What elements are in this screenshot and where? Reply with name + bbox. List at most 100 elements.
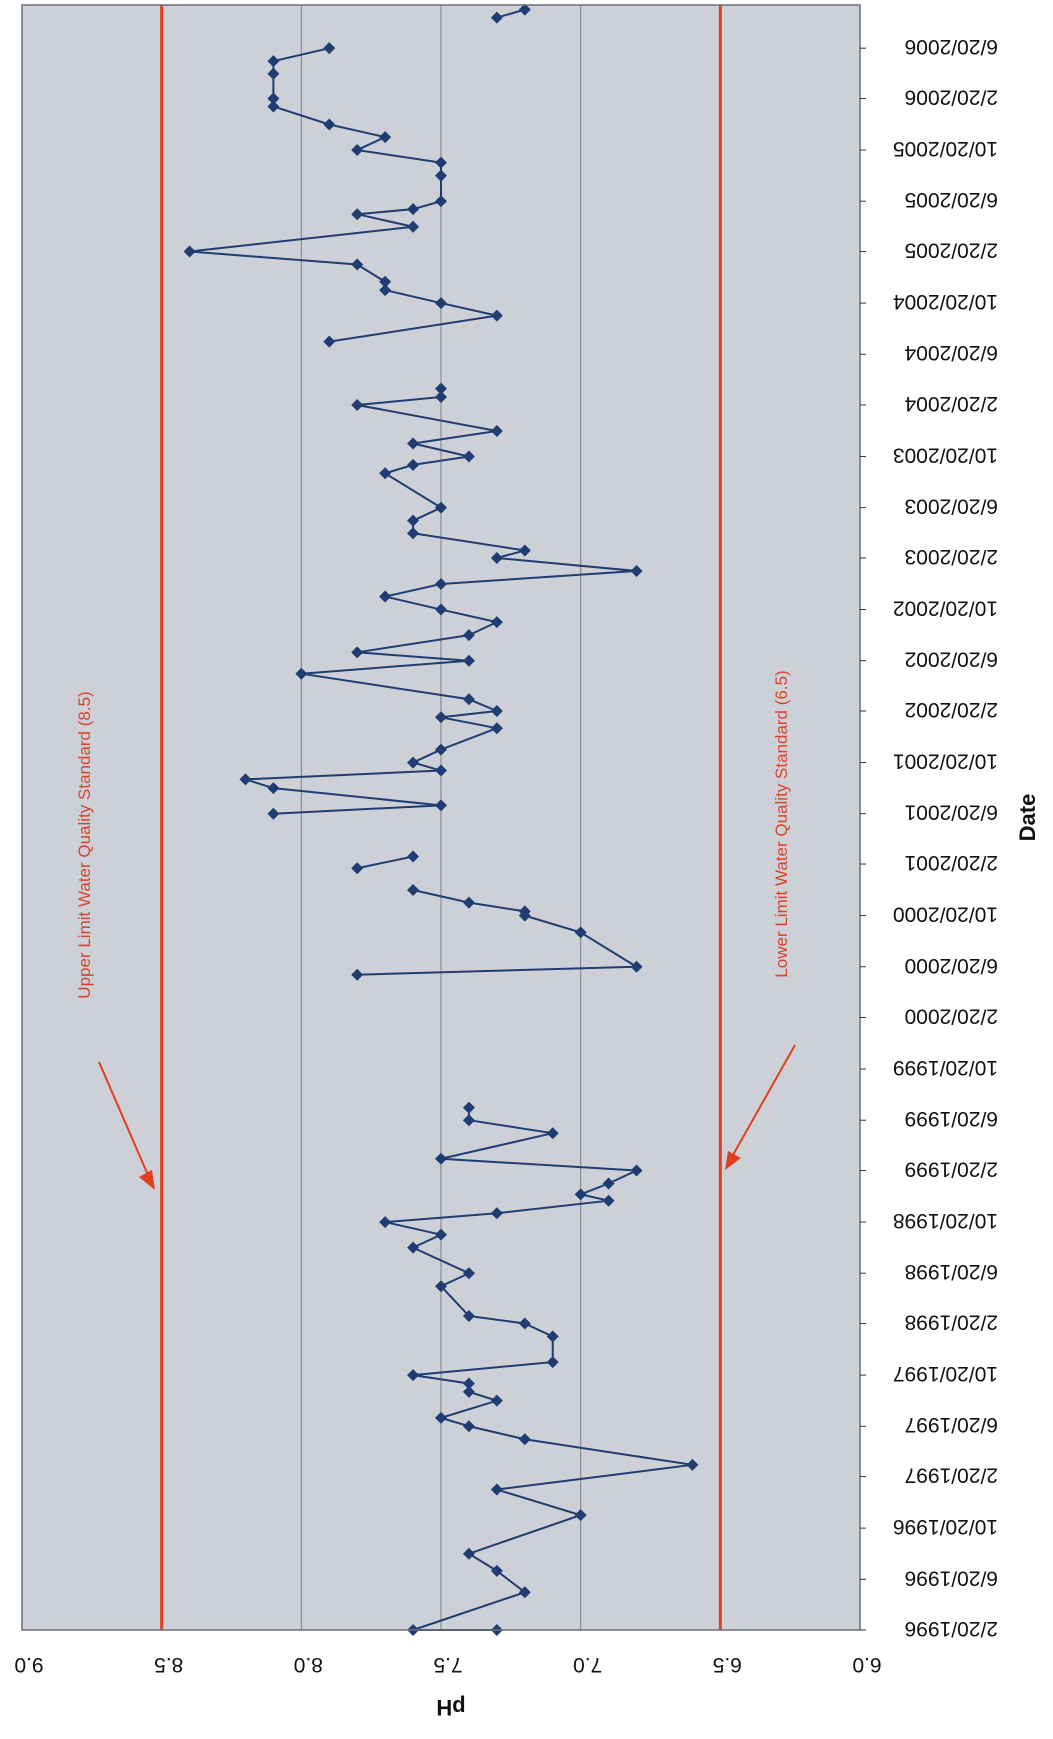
upper-limit-arrow (98, 1061, 149, 1176)
data-point (490, 1483, 503, 1496)
ph-tick-labels: 6.0 6.5 7.0 7.5 8.0 8.5 9.0 (14, 1653, 881, 1676)
data-point (518, 1317, 531, 1330)
data-point (267, 55, 280, 68)
data-point (239, 773, 252, 786)
date-tick-label: 10/20/2000 (893, 903, 998, 926)
upper-limit-annotation: Upper Limit Water Quality Standard (8.5) (75, 691, 94, 998)
data-point (407, 1241, 420, 1254)
date-tick-label: 6/20/1999 (905, 1107, 998, 1130)
date-tick-label: 6/20/2004 (904, 341, 998, 364)
data-point (435, 799, 447, 812)
reference-lines (160, 5, 722, 1630)
data-point (518, 1433, 531, 1446)
data-point (630, 960, 643, 973)
ph-tick-label: 7.0 (573, 1653, 602, 1676)
date-tick-label: 6/20/2005 (905, 188, 998, 211)
date-tick-label: 6/20/1997 (905, 1413, 998, 1436)
data-point (435, 743, 447, 756)
data-point (462, 693, 475, 706)
data-point (462, 1385, 475, 1398)
date-tick-label: 10/20/1997 (893, 1362, 998, 1385)
data-point (518, 3, 531, 16)
data-point (407, 527, 420, 540)
data-point (407, 458, 420, 471)
data-series (183, 3, 699, 1636)
date-tick-label: 2/20/2006 (905, 85, 998, 108)
upper-limit-arrowhead (139, 1170, 155, 1190)
data-point (379, 284, 392, 297)
data-point (267, 782, 280, 795)
data-point (351, 398, 364, 411)
data-point (267, 67, 280, 80)
date-tick-label: 10/20/1998 (893, 1209, 998, 1232)
data-point (490, 424, 503, 437)
data-point (462, 896, 475, 909)
date-tick-label: 2/20/2001 (905, 851, 998, 874)
date-tick-label: 2/20/2004 (904, 392, 998, 415)
date-tick-label: 2/20/2000 (905, 1004, 998, 1027)
data-point (407, 756, 420, 769)
data-point (351, 968, 364, 981)
data-point (630, 564, 643, 577)
data-point (490, 705, 503, 718)
data-point (574, 1509, 587, 1522)
data-point (546, 1127, 559, 1140)
date-tick-label: 10/20/2002 (893, 597, 998, 620)
data-point (490, 309, 503, 322)
date-tick-label: 2/20/1996 (905, 1617, 998, 1640)
data-point (435, 382, 447, 395)
data-point (462, 450, 475, 463)
data-point (602, 1177, 615, 1190)
data-point (379, 1216, 392, 1229)
date-tick-label: 2/20/2003 (905, 545, 998, 568)
date-axis-title: Date (1015, 794, 1040, 842)
data-point (407, 1369, 420, 1382)
data-point (323, 42, 336, 55)
data-point (183, 245, 196, 258)
date-tick-label: 2/20/2005 (905, 239, 998, 262)
lower-limit-annotation: Lower Limit Water Quality Standard (6.5) (772, 670, 791, 977)
data-point (435, 390, 447, 403)
data-point (435, 603, 447, 616)
data-point (686, 1458, 699, 1471)
data-point (574, 926, 587, 939)
date-tick-label: 2/20/1998 (905, 1311, 998, 1334)
date-tick-label: 6/20/2002 (905, 648, 998, 671)
data-point (267, 100, 280, 113)
data-point (462, 1420, 475, 1433)
data-point (546, 1356, 559, 1369)
data-point (546, 1330, 559, 1343)
date-tick-label: 6/20/2006 (905, 35, 998, 58)
data-point (490, 1564, 503, 1577)
data-point (351, 862, 364, 875)
date-tick-label: 6/20/1998 (905, 1260, 998, 1283)
data-point (379, 275, 392, 288)
date-tick-label: 6/20/1996 (905, 1566, 998, 1589)
plot-frame (21, 4, 861, 1631)
data-point (574, 1188, 587, 1201)
data-point (462, 1309, 475, 1322)
data-point (602, 1194, 615, 1207)
data-point (462, 629, 475, 642)
data-point (267, 807, 280, 820)
date-tick-label: 10/20/2003 (893, 444, 998, 467)
date-tick-label: 10/20/2004 (893, 290, 998, 313)
date-tick-label: 10/20/1999 (893, 1056, 998, 1079)
data-point (435, 1280, 447, 1293)
data-point (462, 1547, 475, 1560)
data-point (407, 437, 420, 450)
data-point (351, 646, 364, 659)
data-point (462, 1267, 475, 1280)
date-tick-label: 10/20/2005 (893, 137, 998, 160)
data-point (435, 1228, 447, 1241)
data-point (323, 118, 336, 131)
ph-tick-label: 6.5 (713, 1653, 742, 1676)
data-point (518, 1586, 531, 1599)
data-point (435, 195, 447, 208)
data-point (295, 667, 308, 680)
data-point (518, 905, 531, 918)
data-point (407, 203, 420, 216)
date-tick-label: 6/20/2000 (905, 954, 998, 977)
ph-axis-title: pH (436, 1695, 465, 1720)
